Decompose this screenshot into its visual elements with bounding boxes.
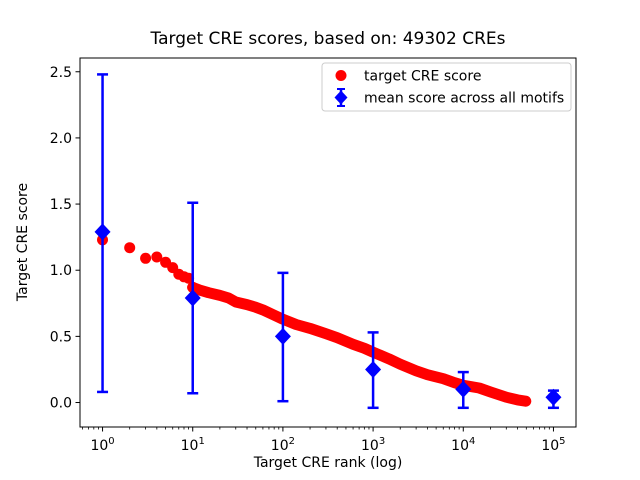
plot-area (79, 57, 577, 428)
mean-errorbar (365, 331, 382, 410)
y-tick-label: 2.0 (50, 131, 72, 147)
legend: target CRE score mean score across all mo… (321, 62, 572, 112)
mean-diamond-marker (274, 327, 291, 345)
mean-diamond-marker (184, 289, 201, 307)
target-score-point (140, 252, 152, 264)
legend-box (321, 62, 572, 112)
mean-errorbar (545, 388, 562, 410)
target-score-point (151, 251, 163, 263)
legend-label-mean: mean score across all motifs (364, 91, 564, 107)
legend-circle-marker (335, 70, 347, 81)
mean-errorbar (184, 201, 201, 395)
mean-errorbar (94, 73, 111, 394)
mean-errorbar (455, 370, 472, 410)
legend-diamond-marker (334, 90, 348, 105)
y-tick-label: 1.0 (50, 263, 72, 279)
x-tick-label: 105 (541, 436, 565, 454)
x-tick-label: 100 (90, 436, 114, 454)
y-tick-label: 0.5 (50, 329, 72, 345)
legend-label-target: target CRE score (364, 69, 481, 85)
chart-title: Target CRE scores, based on: 49302 CREs (150, 29, 506, 49)
mean-diamond-marker (365, 360, 382, 378)
target-score-point (124, 242, 136, 254)
mean-diamond-marker (94, 223, 111, 241)
x-tick-label: 103 (361, 436, 385, 454)
y-tick-label: 2.5 (50, 65, 72, 81)
x-axis-label: Target CRE rank (log) (253, 455, 403, 471)
mean-diamond-marker (455, 380, 472, 398)
mean-diamond-marker (545, 388, 562, 406)
x-tick-label: 104 (451, 436, 475, 454)
y-axis-label: Target CRE score (15, 183, 31, 302)
x-tick-label: 102 (271, 436, 295, 454)
x-tick-label: 101 (181, 436, 205, 454)
y-tick-label: 1.5 (50, 197, 72, 213)
target-score-point (183, 272, 195, 284)
y-tick-label: 0.0 (50, 396, 72, 412)
mean-errorbar (274, 271, 291, 403)
